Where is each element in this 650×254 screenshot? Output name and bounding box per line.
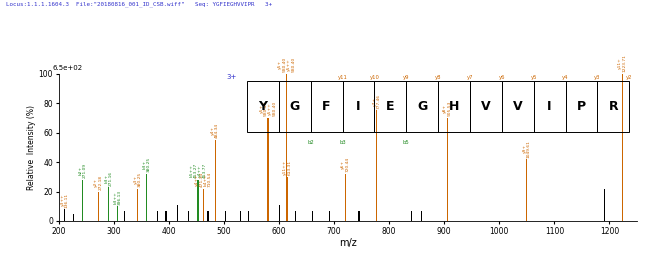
Text: b5++
453.27
y4++
453.77: b5++ 453.27 y4++ 453.77 xyxy=(190,163,207,178)
Text: y2: y2 xyxy=(626,75,632,80)
Text: y6+
720.44: y6+ 720.44 xyxy=(341,157,349,172)
Bar xyxy=(117,206,118,221)
Text: y2+
272.18: y2+ 272.18 xyxy=(94,175,102,190)
Text: y4++
471.34
b4++
710.54: y4++ 471.34 b4++ 710.54 xyxy=(195,172,212,187)
Text: b3: b3 xyxy=(339,140,346,145)
Text: y11+
1223.71: y11+ 1223.71 xyxy=(618,54,627,72)
Bar xyxy=(248,211,249,221)
Text: E: E xyxy=(386,100,395,113)
Text: y10: y10 xyxy=(369,75,380,80)
Bar xyxy=(98,192,99,221)
Text: b5: b5 xyxy=(403,140,410,145)
Bar xyxy=(214,140,216,221)
Text: G: G xyxy=(417,100,427,113)
Bar xyxy=(124,211,125,221)
Text: 6.5e+02: 6.5e+02 xyxy=(53,65,83,71)
Text: P: P xyxy=(577,100,586,113)
Text: y7+
777.46: y7+ 777.46 xyxy=(372,94,381,109)
Text: y4+
484.34: y4+ 484.34 xyxy=(211,123,219,138)
Bar xyxy=(137,188,138,221)
Bar xyxy=(622,74,623,221)
Text: b2: b2 xyxy=(307,140,314,145)
Text: H: H xyxy=(449,100,459,113)
Text: y3: y3 xyxy=(594,75,601,80)
Bar xyxy=(108,187,109,221)
Bar xyxy=(295,211,296,221)
Bar xyxy=(376,110,377,221)
Bar xyxy=(207,211,209,221)
Text: F: F xyxy=(322,100,331,113)
Text: I: I xyxy=(356,100,361,113)
Bar xyxy=(344,174,346,221)
Bar xyxy=(146,174,148,221)
Text: y11: y11 xyxy=(337,75,348,80)
Bar xyxy=(526,159,527,221)
Text: V: V xyxy=(513,100,523,113)
Bar xyxy=(287,177,288,221)
X-axis label: m/z: m/z xyxy=(339,238,357,248)
Bar xyxy=(73,214,74,221)
Text: b3++
396.13: b3++ 396.13 xyxy=(113,190,122,205)
Bar xyxy=(311,211,313,221)
Bar xyxy=(447,118,448,221)
Text: y3++
136.11: y3++ 136.11 xyxy=(60,193,69,208)
Text: y5+
580.40
y5++
580.40: y5+ 580.40 y5++ 580.40 xyxy=(278,57,295,72)
Text: y9+
1049.61: y9+ 1049.61 xyxy=(523,140,531,158)
Text: b2+
271.09: b2+ 271.09 xyxy=(79,163,87,178)
Bar xyxy=(279,205,280,221)
Bar xyxy=(203,188,204,221)
Text: y9: y9 xyxy=(403,75,410,80)
Text: y8: y8 xyxy=(435,75,441,80)
Text: y5: y5 xyxy=(530,75,537,80)
Text: V: V xyxy=(481,100,491,113)
Y-axis label: Relative  Intensity (%): Relative Intensity (%) xyxy=(27,105,36,190)
Text: Locus:1.1.1.1604.3  File:"20180816_001_ID_CSB.wiff"   Seq: YGFIEGHVVIPR   3+: Locus:1.1.1.1604.3 File:"20180816_001_ID… xyxy=(6,1,272,7)
Bar xyxy=(157,211,159,221)
Bar xyxy=(64,209,65,221)
Bar xyxy=(358,211,359,221)
Text: 3+: 3+ xyxy=(227,74,237,80)
Text: y8+
905.53: y8+ 905.53 xyxy=(443,101,451,116)
Text: b3+
271.16: b3+ 271.16 xyxy=(105,170,113,186)
Text: Y: Y xyxy=(259,100,267,113)
Text: y7: y7 xyxy=(467,75,473,80)
Text: y4: y4 xyxy=(562,75,569,80)
Text: G: G xyxy=(290,100,300,113)
Text: y6: y6 xyxy=(499,75,505,80)
Bar xyxy=(240,211,241,221)
Text: b3+
380.25: b3+ 380.25 xyxy=(142,157,151,172)
Text: y11++
613.31: y11++ 613.31 xyxy=(283,160,291,175)
Text: I: I xyxy=(547,100,552,113)
Text: R: R xyxy=(608,100,618,113)
Bar xyxy=(224,211,226,221)
Bar xyxy=(411,211,412,221)
Text: y5+
580.40
y5++
580.40: y5+ 580.40 y5++ 580.40 xyxy=(259,101,276,116)
Bar xyxy=(421,211,422,221)
Text: y3+
380.25: y3+ 380.25 xyxy=(134,172,142,187)
Bar xyxy=(286,74,287,221)
